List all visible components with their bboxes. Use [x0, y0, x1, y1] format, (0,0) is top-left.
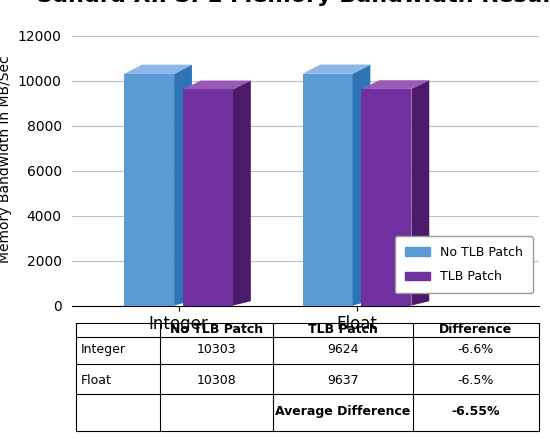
- Text: Float: Float: [81, 374, 112, 387]
- Text: No TLB Patch: No TLB Patch: [170, 323, 263, 336]
- Polygon shape: [183, 81, 251, 89]
- Polygon shape: [124, 65, 192, 74]
- Text: 9637: 9637: [327, 374, 359, 387]
- Polygon shape: [353, 65, 370, 306]
- Legend: No TLB Patch, TLB Patch: No TLB Patch, TLB Patch: [395, 236, 533, 293]
- Text: Difference: Difference: [439, 323, 513, 336]
- Text: Average Difference: Average Difference: [275, 405, 410, 418]
- Bar: [302, 74, 353, 306]
- Polygon shape: [361, 80, 429, 89]
- Text: 10303: 10303: [196, 343, 236, 356]
- Polygon shape: [302, 65, 370, 74]
- Text: -6.5%: -6.5%: [458, 374, 494, 387]
- Text: -6.6%: -6.6%: [458, 343, 494, 356]
- Bar: [124, 74, 174, 306]
- Text: 10308: 10308: [196, 374, 236, 387]
- Bar: [361, 89, 411, 306]
- Polygon shape: [233, 81, 251, 306]
- Polygon shape: [411, 80, 429, 306]
- Y-axis label: Memory Bandwidth in MB/Sec: Memory Bandwidth in MB/Sec: [0, 56, 12, 263]
- Bar: [183, 89, 233, 306]
- Text: 9624: 9624: [327, 343, 359, 356]
- Text: Integer: Integer: [81, 343, 126, 356]
- Title: Sandra XII SP1 Memory Bandwidth Results: Sandra XII SP1 Memory Bandwidth Results: [37, 0, 550, 6]
- Text: -6.55%: -6.55%: [452, 405, 500, 418]
- Polygon shape: [174, 65, 192, 306]
- Text: TLB Patch: TLB Patch: [307, 323, 378, 336]
